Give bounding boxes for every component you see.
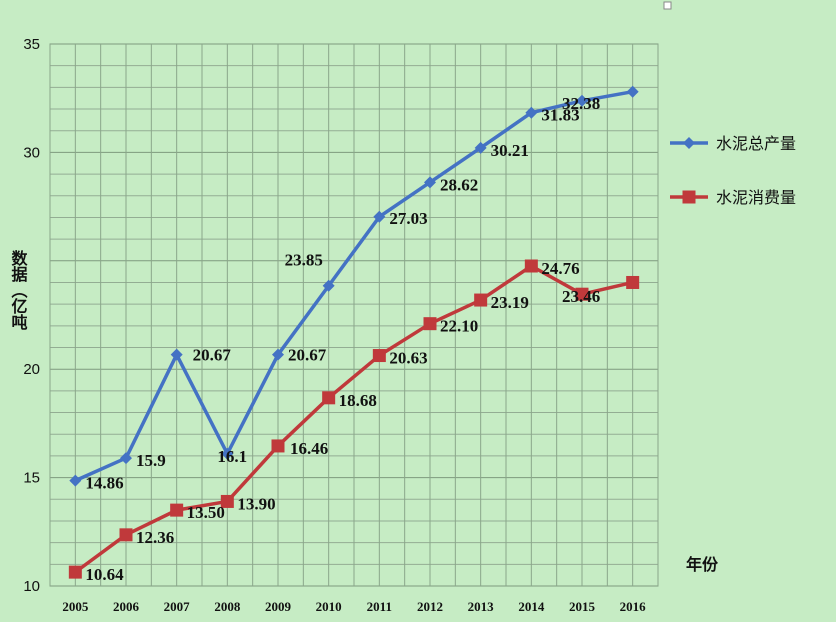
y-tick-label: 10 [23, 578, 40, 595]
resize-handle-icon[interactable] [663, 1, 672, 10]
x-tick-label: 2005 [62, 599, 89, 614]
data-point [424, 176, 436, 189]
y-axis-title: 数据（亿吨 [9, 249, 28, 331]
y-tick-label: 20 [23, 361, 40, 378]
x-tick-label: 2007 [164, 599, 191, 614]
gridlines [49, 43, 659, 587]
data-label: 32.38 [562, 94, 600, 113]
data-point [322, 391, 336, 405]
data-label: 23.19 [491, 293, 529, 312]
data-label: 27.03 [389, 209, 427, 228]
data-label: 12.36 [136, 528, 174, 547]
data-label: 13.50 [187, 503, 225, 522]
x-tick-label: 2008 [214, 599, 241, 614]
data-label: 23.46 [562, 287, 600, 306]
data-point [474, 141, 487, 154]
data-point [683, 137, 695, 149]
data-point [682, 190, 696, 204]
data-label: 10.64 [85, 565, 124, 584]
series-line [74, 264, 634, 574]
axes: 10 15 20 30 35 2005 2006 2007 2008 2009 2010 2011 20… [23, 36, 646, 614]
data-label: 24.76 [541, 259, 579, 278]
x-tick-label: 2016 [620, 599, 647, 614]
series [68, 85, 640, 579]
data-label: 16.1 [217, 447, 247, 466]
data-point [626, 85, 639, 98]
data-point [120, 452, 132, 465]
data-point [119, 528, 133, 542]
data-point [525, 106, 538, 119]
x-tick-label: 2010 [316, 599, 342, 614]
x-tick-label: 2014 [518, 599, 545, 614]
data-label: 23.85 [285, 251, 323, 270]
data-point [524, 259, 538, 273]
data-point [423, 317, 437, 331]
data-label: 20.67 [288, 346, 327, 365]
x-tick-label: 2006 [113, 599, 140, 614]
x-axis-title: 年份 [686, 555, 719, 574]
legend-label: 水泥消费量 [716, 188, 796, 207]
data-label: 31.83 [541, 106, 579, 125]
y-tick-label: 30 [23, 144, 40, 161]
data-point [626, 275, 640, 289]
data-point [272, 348, 284, 361]
x-tick-label: 2013 [468, 599, 495, 614]
x-tick-label: 2015 [569, 599, 596, 614]
data-point [322, 279, 335, 292]
data-label: 30.21 [491, 141, 529, 160]
data-label: 22.10 [440, 317, 478, 336]
data-point [576, 94, 588, 107]
data-label: 14.86 [85, 474, 123, 493]
data-point [372, 349, 386, 363]
data-label: 28.62 [440, 175, 478, 194]
data-label: 18.68 [339, 391, 377, 410]
data-point [170, 503, 184, 517]
data-labels: 14.86 15.9 20.67 16.1 20.67 23.85 27.03 28.62 30… [85, 94, 600, 584]
legend-label: 水泥总产量 [716, 134, 796, 153]
x-tick-label: 2011 [367, 599, 392, 614]
data-point [221, 447, 234, 460]
data-point [68, 565, 82, 579]
data-point [69, 474, 82, 487]
y-tick-label: 15 [23, 470, 40, 487]
axis-titles: 数据（亿吨 年份 [9, 249, 720, 574]
x-tick-label: 2009 [265, 599, 292, 614]
data-point [170, 348, 183, 361]
y-tick-label: 35 [23, 36, 40, 53]
data-point [474, 293, 488, 307]
data-point [271, 439, 285, 453]
x-tick-label: 2012 [417, 599, 443, 614]
data-point [373, 210, 386, 223]
data-label: 15.9 [136, 451, 166, 470]
data-label: 13.90 [237, 494, 275, 513]
data-label: 16.46 [290, 439, 328, 458]
data-point [575, 287, 589, 301]
data-label: 20.67 [193, 346, 232, 365]
data-label: 20.63 [389, 349, 427, 368]
data-point [220, 494, 234, 508]
series-line [74, 89, 633, 483]
